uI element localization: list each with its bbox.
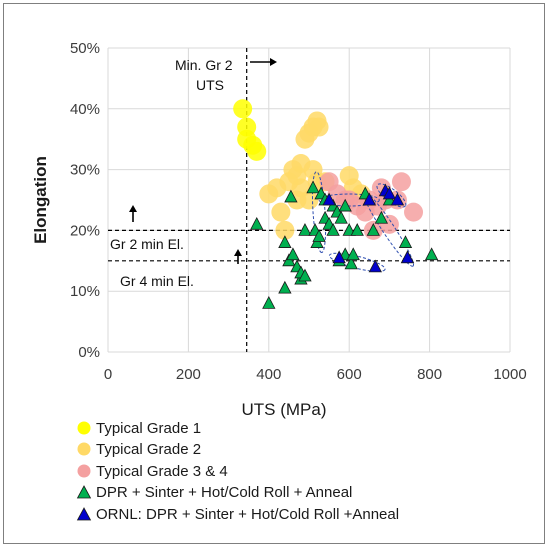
x-tick-label: 200 — [176, 366, 201, 383]
legend-item-grade1: Typical Grade 1 — [77, 420, 201, 437]
data-point-circle — [233, 99, 253, 119]
legend-item-dpr: DPR + Sinter + Hot/Cold Roll + Anneal — [76, 484, 352, 501]
legend-label: Typical Grade 3 & 4 — [96, 463, 228, 480]
legend-marker-circle — [77, 442, 91, 456]
data-point-triangle — [278, 280, 292, 294]
data-point-triangle — [344, 256, 358, 270]
grouping-ellipse — [318, 193, 380, 207]
annotation-gr2-min-el: Gr 2 min El. — [110, 236, 184, 252]
data-point-triangle — [312, 229, 326, 242]
legend-marker-triangle — [76, 507, 92, 521]
y-tick-labels: 0% 10% 20% 30% 40% 50% — [70, 40, 100, 361]
data-point-triangle — [366, 223, 380, 236]
data-point-circle — [309, 117, 329, 137]
data-point-triangle — [284, 189, 298, 203]
chart-frame — [3, 3, 545, 544]
y-tick-label: 0% — [78, 344, 100, 361]
data-point-triangle — [390, 192, 405, 206]
x-tick-label: 600 — [337, 366, 362, 383]
data-point-triangle — [368, 259, 382, 273]
y-tick-label: 10% — [70, 283, 100, 300]
legend-marker-circle — [77, 421, 91, 435]
data-point-circle — [391, 172, 411, 192]
data-point-triangle — [400, 250, 415, 264]
x-tick-label: 0 — [104, 366, 112, 383]
data-point-circle — [247, 141, 267, 161]
y-tick-label: 30% — [70, 162, 100, 179]
up-arrow-icon — [234, 249, 242, 264]
reference-lines — [108, 48, 510, 352]
legend-label: Typical Grade 1 — [96, 420, 201, 437]
y-tick-label: 40% — [70, 101, 100, 118]
data-point-triangle — [424, 247, 439, 261]
data-point-triangle — [398, 235, 413, 248]
data-point-triangle — [334, 210, 348, 224]
data-point-circle — [275, 220, 295, 240]
annotation-min-gr2-line2: UTS — [196, 77, 224, 93]
data-point-triangle — [322, 192, 336, 206]
data-point-circle — [271, 202, 291, 222]
data-point-triangle — [262, 295, 276, 309]
legend-label: DPR + Sinter + Hot/Cold Roll + Anneal — [96, 484, 352, 501]
legend-item-grade34: Typical Grade 3 & 4 — [77, 463, 228, 480]
annotation-gr4-min-el: Gr 4 min El. — [120, 273, 194, 289]
y-axis-title: Elongation — [31, 156, 50, 244]
data-point-triangle — [298, 223, 312, 236]
data-point-triangle — [362, 192, 376, 206]
annotation-min-gr2-line1: Min. Gr 2 — [175, 57, 233, 73]
grouping-ellipse — [311, 171, 327, 254]
data-point-triangle — [374, 210, 389, 224]
legend-marker-circle — [77, 464, 91, 478]
legend: Typical Grade 1 Typical Grade 2 Typical … — [76, 420, 399, 523]
data-point-triangle — [278, 235, 292, 248]
data-point-triangle — [346, 247, 360, 261]
legend-label: Typical Grade 2 — [96, 441, 201, 458]
data-point-triangle — [338, 198, 352, 212]
x-tick-label: 400 — [256, 366, 281, 383]
grouping-ellipse — [376, 183, 407, 208]
data-point-triangle — [298, 268, 312, 282]
x-tick-label: 1000 — [493, 366, 526, 383]
data-point-triangle — [382, 186, 397, 200]
data-point-circle — [404, 202, 424, 222]
legend-item-grade2: Typical Grade 2 — [77, 441, 201, 458]
legend-item-ornl: ORNL: DPR + Sinter + Hot/Cold Roll +Anne… — [76, 506, 399, 523]
data-point-triangle — [332, 250, 346, 264]
x-tick-label: 800 — [417, 366, 442, 383]
data-point-triangle — [350, 223, 364, 236]
data-point-triangle — [306, 180, 320, 194]
y-tick-label: 20% — [70, 222, 100, 239]
data-point-triangle — [286, 247, 300, 261]
x-tick-labels: 0 200 400 600 800 1000 — [104, 366, 527, 383]
triangle-layer — [250, 180, 439, 309]
right-arrow-icon — [250, 58, 277, 66]
up-arrow-icon — [129, 205, 137, 222]
data-point-triangle — [342, 223, 356, 236]
legend-marker-triangle — [76, 485, 92, 499]
data-point-triangle — [326, 223, 340, 236]
legend-label: ORNL: DPR + Sinter + Hot/Cold Roll +Anne… — [96, 506, 399, 523]
y-tick-label: 50% — [70, 40, 100, 57]
x-axis-title: UTS (MPa) — [242, 400, 327, 419]
data-point-triangle — [250, 216, 264, 230]
